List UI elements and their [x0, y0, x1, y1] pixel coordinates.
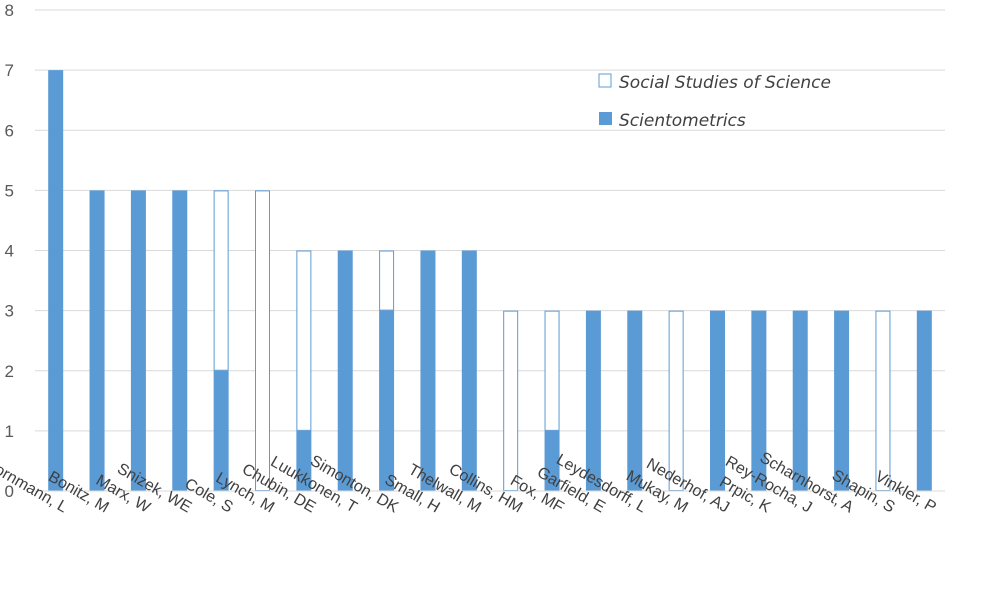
bar-scientometrics	[544, 430, 560, 491]
bar-social-studies	[255, 190, 270, 491]
bar-scientometrics	[627, 310, 643, 491]
bar-scientometrics	[337, 250, 353, 491]
bar-scientometrics	[710, 310, 725, 491]
bar-social-studies	[668, 310, 684, 491]
legend-label-social-studies: Social Studies of Science	[619, 73, 831, 93]
y-tick-label: 3	[5, 302, 14, 321]
bar-social-studies	[379, 250, 395, 311]
bar-social-studies	[213, 190, 229, 371]
bar-social-studies	[503, 310, 519, 491]
y-tick-label: 2	[5, 362, 14, 381]
y-tick-label: 8	[5, 1, 14, 20]
bar-scientometrics	[751, 310, 767, 491]
y-tick-label: 6	[5, 121, 14, 140]
bar-scientometrics	[916, 310, 932, 491]
bar-scientometrics	[172, 190, 188, 491]
legend-label-scientometrics: Scientometrics	[619, 111, 746, 131]
bar-scientometrics	[461, 250, 477, 491]
bar-scientometrics	[420, 250, 436, 491]
bar-social-studies	[296, 250, 312, 431]
bar-scientometrics	[89, 190, 105, 491]
y-tick-label: 4	[5, 242, 14, 261]
legend-swatch-scientometrics	[599, 112, 612, 125]
y-tick-label: 7	[5, 61, 14, 80]
bar-social-studies	[544, 310, 560, 431]
legend: Social Studies of Science Scientometrics	[598, 73, 831, 131]
bar-scientometrics	[296, 430, 312, 491]
legend-swatch-social-studies	[598, 73, 612, 88]
bar-scientometrics	[834, 310, 850, 491]
bar-scientometrics	[792, 310, 808, 491]
bar-scientometrics	[213, 370, 229, 491]
bar-scientometrics	[130, 190, 146, 491]
y-tick-label: 5	[5, 181, 14, 200]
y-tick-label: 1	[5, 422, 14, 441]
bar-scientometrics	[379, 310, 395, 491]
bar-social-studies	[875, 310, 891, 491]
bar-scientometrics	[585, 310, 601, 491]
bar-scientometrics	[48, 70, 64, 491]
y-axis-ticks: 0 1 2 3 4 5 6 7 8	[5, 1, 14, 501]
y-tick-label: 0	[5, 482, 14, 501]
bars	[48, 70, 932, 491]
